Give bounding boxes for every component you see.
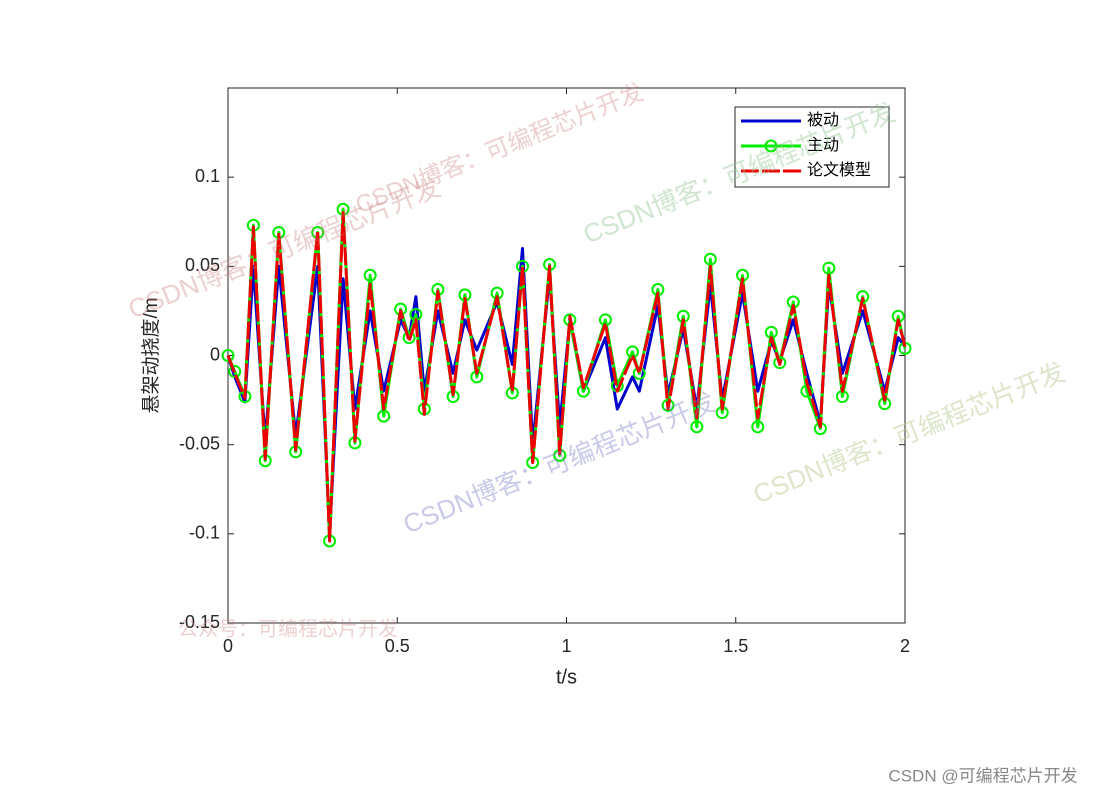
y-axis-label: 悬架动挠度/m — [140, 297, 162, 413]
watermark: 公众号：可编程芯片开发 — [178, 617, 398, 640]
legend-label: 主动 — [807, 136, 839, 154]
series-marker — [751, 420, 765, 434]
series-marker — [402, 331, 416, 345]
y-tick-label: 0.05 — [185, 255, 220, 275]
x-axis-label: t/s — [556, 666, 577, 688]
x-tick-label: 0.5 — [385, 636, 410, 656]
y-tick-label: 0 — [210, 344, 220, 364]
series-marker — [822, 261, 836, 275]
y-tick-label: -0.1 — [189, 523, 220, 543]
x-tick-label: 1.5 — [723, 636, 748, 656]
legend-label: 被动 — [807, 111, 839, 129]
y-tick-label: -0.05 — [179, 433, 220, 453]
series-marker — [690, 420, 704, 434]
legend-marker — [764, 139, 778, 153]
series-marker — [221, 349, 235, 362]
x-tick-label: 0 — [223, 636, 233, 656]
series-marker — [703, 252, 717, 266]
x-tick-label: 1 — [561, 636, 571, 656]
series-marker — [363, 268, 377, 282]
y-tick-label: 0.1 — [195, 166, 220, 186]
series-marker — [773, 356, 787, 370]
x-tick-label: 2 — [900, 636, 910, 656]
legend-label: 论文模型 — [807, 161, 871, 179]
watermark: CSDN @可编程芯片开发 — [888, 766, 1077, 785]
series-line — [226, 211, 907, 543]
series-marker — [377, 409, 391, 423]
y-tick-label: -0.15 — [179, 612, 220, 632]
